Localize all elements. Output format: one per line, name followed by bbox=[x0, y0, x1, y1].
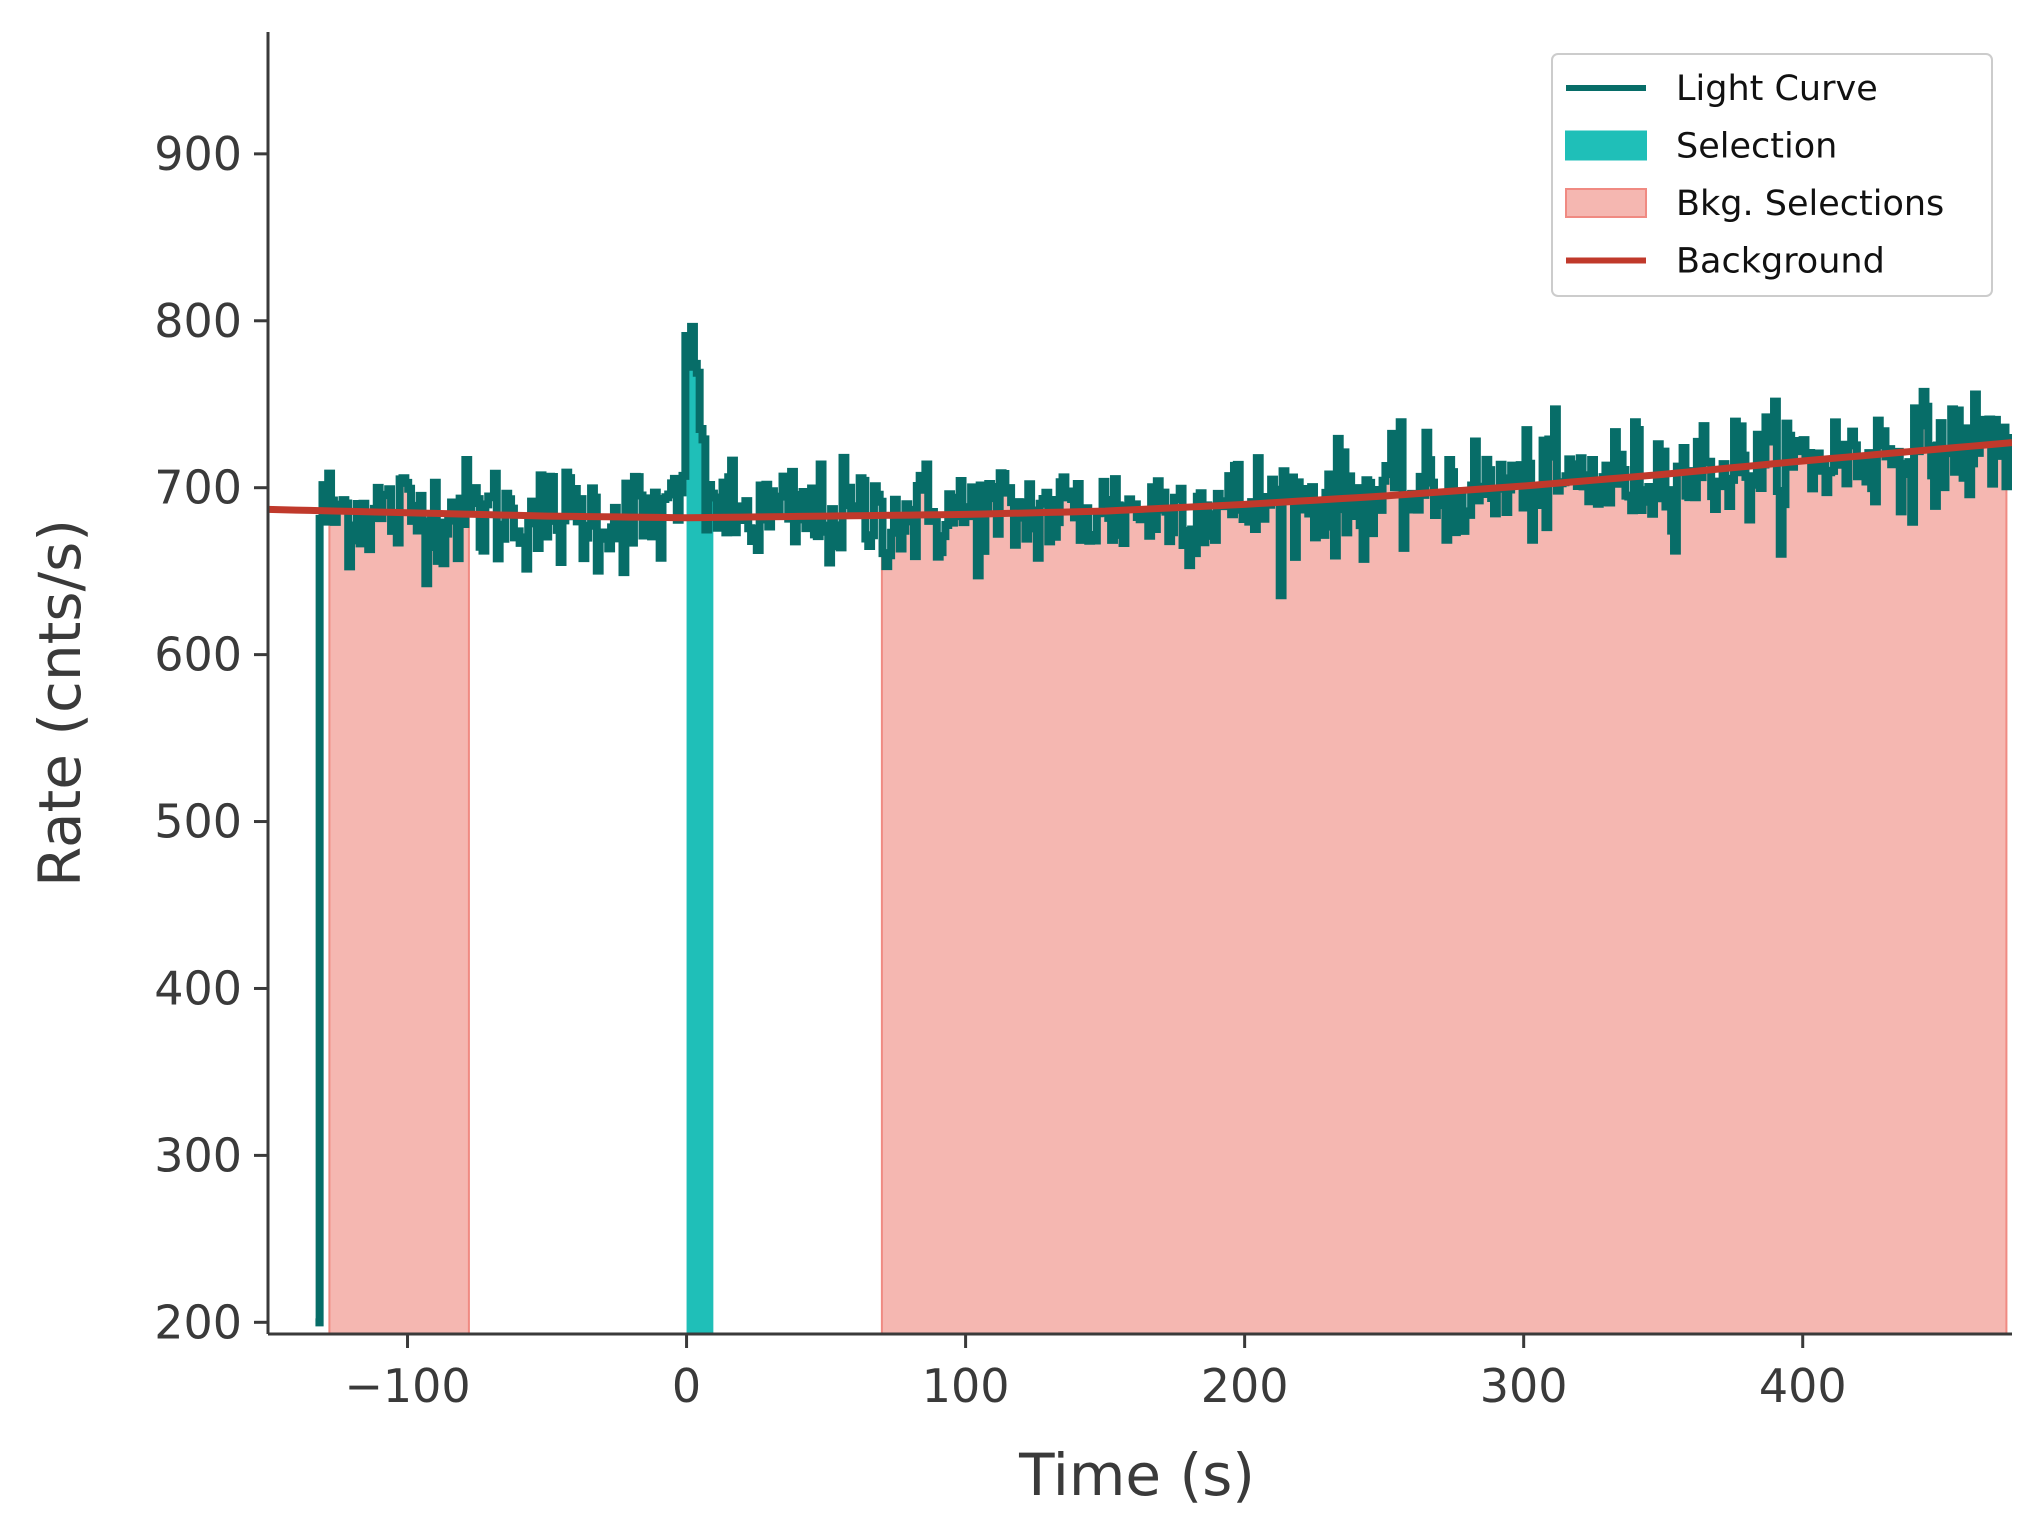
legend-selection-label: Selection bbox=[1676, 127, 1837, 167]
y-tick-label: 800 bbox=[154, 294, 242, 348]
light-curve-line bbox=[315, 322, 2012, 1327]
legend-background-label: Background bbox=[1676, 242, 1885, 282]
y-axis-label: Rate (cnts/s) bbox=[26, 519, 94, 887]
legend: Light Curve Selection Bkg. Selections Backg… bbox=[1551, 53, 1993, 297]
background-model-line bbox=[268, 439, 2012, 522]
x-tick-label: −100 bbox=[344, 1359, 470, 1413]
x-tick-label: 400 bbox=[1759, 1359, 1847, 1413]
x-axis-label: Time (s) bbox=[1018, 1441, 1255, 1509]
y-tick-label: 900 bbox=[154, 127, 242, 181]
legend-box bbox=[1551, 53, 1993, 297]
y-tick-label: 300 bbox=[154, 1128, 242, 1182]
x-tick-label: 300 bbox=[1480, 1359, 1568, 1413]
plot-area bbox=[268, 322, 2012, 1334]
legend-selection-swatch bbox=[1565, 130, 1647, 161]
x-tick-label: 0 bbox=[672, 1359, 701, 1413]
y-tick-label: 200 bbox=[154, 1295, 242, 1349]
bkg-selection-area-1 bbox=[328, 458, 470, 1334]
y-tick-label: 600 bbox=[154, 628, 242, 682]
y-tick-label: 700 bbox=[154, 461, 242, 515]
y-tick-label: 500 bbox=[154, 795, 242, 849]
axes: −100 0 100 200 300 400 200 300 400 500 600 700 800 90… bbox=[154, 32, 2012, 1413]
legend-light-curve-label: Light Curve bbox=[1676, 69, 1878, 109]
legend-bkg-selections-swatch bbox=[1565, 188, 1647, 218]
x-tick-label: 200 bbox=[1201, 1359, 1289, 1413]
y-tick-label: 400 bbox=[154, 961, 242, 1015]
legend-bkg-selections-label: Bkg. Selections bbox=[1676, 184, 1944, 224]
x-tick-label: 100 bbox=[922, 1359, 1010, 1413]
selection-area bbox=[686, 326, 714, 1334]
